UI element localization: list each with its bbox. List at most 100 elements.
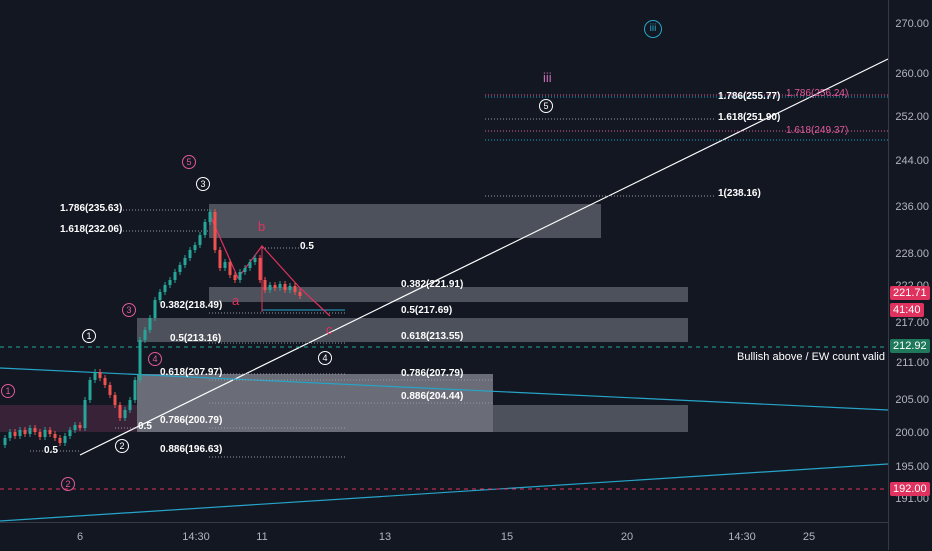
candle [58, 438, 62, 443]
candle [228, 262, 232, 275]
abc-label: b [258, 219, 266, 234]
fib-label: 0.382(221.91) [401, 279, 464, 290]
candle [173, 272, 177, 280]
candle [18, 430, 22, 436]
fib-label: 0.5(217.69) [401, 305, 453, 316]
candle [73, 425, 77, 430]
candle [48, 430, 52, 434]
wave-label: 3 [122, 303, 136, 317]
candle [233, 275, 237, 280]
candle [183, 258, 187, 265]
chart-canvas[interactable] [0, 0, 888, 522]
candle [288, 286, 292, 290]
candle [263, 280, 267, 290]
candle [118, 405, 122, 418]
level-badge-green: 212.92 [890, 339, 930, 353]
candle [128, 400, 132, 410]
price-tick: 260.00 [895, 68, 929, 80]
candle [203, 222, 207, 235]
candle [78, 425, 82, 428]
wave-label: 5 [182, 155, 196, 169]
candle [53, 434, 57, 438]
candle [208, 212, 212, 222]
time-tick: 14:30 [182, 531, 210, 543]
abc-label: c [326, 322, 333, 337]
candle [23, 430, 27, 434]
candle [178, 265, 182, 272]
price-tick: 270.00 [895, 18, 929, 30]
time-tick: 11 [256, 531, 268, 543]
candle [153, 300, 157, 318]
candle [163, 285, 167, 292]
time-axis[interactable]: 6 14:30 11 13 15 20 14:30 25 [0, 522, 888, 551]
candle [143, 330, 147, 340]
time-tick: 6 [76, 531, 84, 543]
time-tick: 14:30 [728, 531, 756, 543]
candle [223, 262, 227, 268]
candle [88, 380, 92, 400]
price-tick: 236.00 [895, 201, 929, 213]
wave-label-major: iii [644, 20, 662, 38]
candle [93, 372, 97, 380]
candle [248, 262, 252, 268]
time-tick: 13 [378, 531, 392, 543]
candle [83, 400, 87, 428]
fib-label: 0.786(207.79) [401, 368, 464, 379]
candle [213, 212, 217, 250]
candle [273, 285, 277, 288]
abc-label: a [232, 293, 240, 308]
candle [268, 285, 272, 290]
candle [168, 280, 172, 285]
price-tick: 244.00 [895, 155, 929, 167]
candle [148, 318, 152, 330]
trend-line-white[interactable] [79, 58, 888, 456]
fib-label: 0.886(204.44) [401, 391, 464, 402]
price-tick: 205.00 [895, 394, 929, 406]
wave-label: 3 [196, 177, 210, 191]
price-tick: 228.00 [895, 248, 929, 260]
candle [238, 272, 242, 280]
candle [293, 286, 297, 292]
price-axis[interactable]: 270.00 260.00 252.00 244.00 236.00 228.0… [888, 0, 932, 550]
candle [243, 268, 247, 272]
price-tick: 217.00 [895, 317, 929, 329]
candle [8, 432, 12, 438]
price-tick: 211.00 [896, 357, 929, 369]
price-tick: 252.00 [895, 111, 929, 123]
fib-label: 0.5 [44, 445, 58, 456]
wave-label: 4 [318, 351, 332, 365]
fib-zone [137, 318, 688, 342]
fib-label: 1.786(235.63) [60, 203, 123, 214]
fib-label: 0.382(218.49) [160, 300, 223, 311]
candle [38, 432, 42, 437]
candle [133, 380, 137, 400]
candle [33, 428, 37, 432]
wave-label: 2 [115, 439, 129, 453]
price-tick: 191.00 [895, 493, 929, 505]
fib-label: 0.618(213.55) [401, 331, 464, 342]
chart-annotation: Bullish above / EW count valid [737, 351, 885, 363]
fib-label: 0.886(196.63) [160, 444, 223, 455]
fib-label: 1.618(232.06) [60, 224, 123, 235]
fib-zone [493, 405, 688, 432]
trend-line-teal-upper[interactable] [0, 367, 888, 411]
fib-label-pink: 1.618(249.37) [786, 125, 849, 136]
trend-line-teal-lower[interactable] [0, 463, 888, 522]
fib-label: 1.786(255.77) [718, 91, 781, 102]
fib-zone [0, 405, 137, 432]
current-price-badge: 221.71 [890, 286, 930, 300]
candle [98, 372, 102, 378]
candle [253, 258, 257, 262]
candle [28, 428, 32, 434]
wave-label: 1 [1, 384, 15, 398]
fib-label-pink: 1.786(256.24) [786, 88, 849, 99]
fib-zone [209, 287, 688, 302]
candle [43, 430, 47, 437]
candle [68, 430, 72, 436]
fib-label: 0.5 [300, 241, 314, 252]
candle [188, 250, 192, 258]
candle [283, 284, 287, 290]
candle [198, 235, 202, 245]
fib-label: 0.5 [138, 421, 152, 432]
fib-label: 1.618(251.90) [718, 112, 781, 123]
